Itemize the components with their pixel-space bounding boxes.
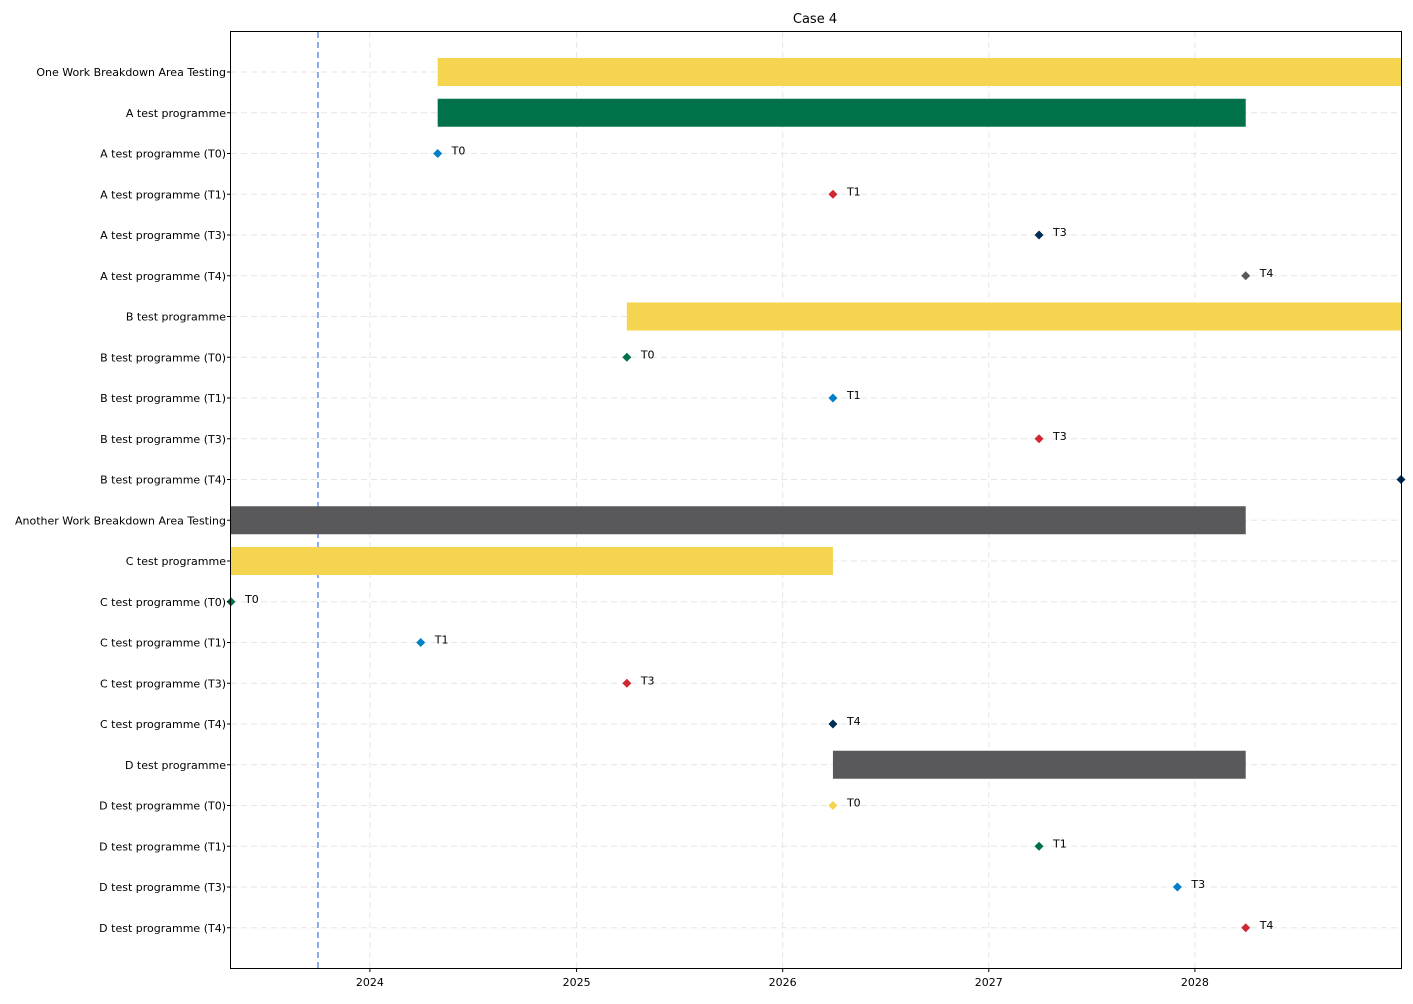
x-tick-label: 2025 (563, 976, 591, 989)
row-label: Another Work Breakdown Area Testing (15, 514, 226, 527)
milestone-label: T0 (451, 145, 466, 158)
milestone-label: T3 (1052, 226, 1067, 239)
row-label: A test programme (T0) (100, 148, 226, 161)
milestone-label: T0 (846, 797, 861, 810)
milestone-label: T0 (244, 593, 259, 606)
milestone-label: T1 (1052, 837, 1067, 850)
milestone-label: T4 (1259, 267, 1274, 280)
row-label: D test programme (125, 759, 226, 772)
chart-title: Case 4 (793, 12, 837, 27)
milestone-marker (1034, 230, 1044, 240)
gantt-bar (231, 547, 833, 575)
milestone-marker (828, 189, 838, 199)
milestones-layer: T0 T1 T3 T4 T0 T1 T3 T0 T1 T3 T4 T0 T1 T3 T4 (226, 145, 1406, 933)
ticks-layer: 2024 2025 2026 2027 2028 (227, 71, 1209, 989)
row-label: B test programme (T0) (100, 351, 226, 364)
row-label: D test programme (T3) (99, 881, 226, 894)
grid-layer (231, 32, 1401, 968)
milestone-label: T1 (434, 634, 449, 647)
row-label: C test programme (126, 555, 226, 568)
x-tick-label: 2026 (769, 976, 797, 989)
row-label: A test programme (T4) (100, 270, 226, 283)
gantt-bar (626, 302, 1401, 331)
milestone-label: T4 (1259, 919, 1274, 932)
row-label: B test programme (T4) (100, 474, 226, 487)
row-label: C test programme (T1) (100, 637, 226, 650)
row-label: B test programme (T1) (100, 392, 226, 405)
milestone-marker (1034, 434, 1044, 444)
plot-frame (230, 31, 1402, 969)
milestone-marker (828, 801, 838, 810)
milestone-label: T4 (846, 715, 861, 728)
bars-layer (231, 58, 1401, 779)
x-tick-label: 2027 (975, 976, 1003, 989)
row-label: A test programme (126, 107, 226, 120)
labels-layer: One Work Breakdown Area Testing A test pr… (15, 66, 226, 935)
gantt-bar (437, 58, 1401, 86)
milestone-label: T1 (846, 185, 861, 198)
milestone-label: T1 (846, 389, 861, 402)
milestone-marker (1241, 923, 1251, 933)
x-tick-label: 2024 (356, 976, 384, 989)
milestone-label: T3 (1052, 430, 1067, 443)
milestone-marker (828, 393, 838, 403)
row-label: B test programme (T3) (100, 433, 226, 446)
row-label: D test programme (T4) (99, 922, 226, 935)
row-label: C test programme (T4) (100, 718, 226, 731)
row-label: C test programme (T0) (100, 596, 226, 609)
row-label: One Work Breakdown Area Testing (36, 66, 226, 79)
row-label: C test programme (T3) (100, 677, 226, 690)
x-tick-label: 2028 (1181, 976, 1209, 989)
milestone-marker (622, 678, 632, 688)
row-label: D test programme (T0) (99, 800, 226, 813)
milestone-label: T3 (1190, 878, 1205, 891)
row-label: A test programme (T3) (100, 229, 226, 242)
gantt-bar (231, 506, 1246, 535)
milestone-marker (828, 719, 838, 729)
milestone-marker (1172, 882, 1182, 892)
row-label: D test programme (T1) (99, 840, 226, 853)
milestone-marker (1241, 271, 1251, 281)
milestone-label: T3 (640, 674, 655, 687)
row-label: B test programme (126, 311, 226, 324)
gantt-bar (437, 98, 1246, 127)
milestone-marker (433, 149, 443, 158)
gantt-bar (832, 750, 1246, 779)
milestone-marker (622, 352, 632, 362)
milestone-label: T0 (640, 348, 655, 361)
milestone-marker (1034, 841, 1044, 851)
row-label: A test programme (T1) (100, 188, 226, 201)
milestone-marker (416, 638, 426, 647)
